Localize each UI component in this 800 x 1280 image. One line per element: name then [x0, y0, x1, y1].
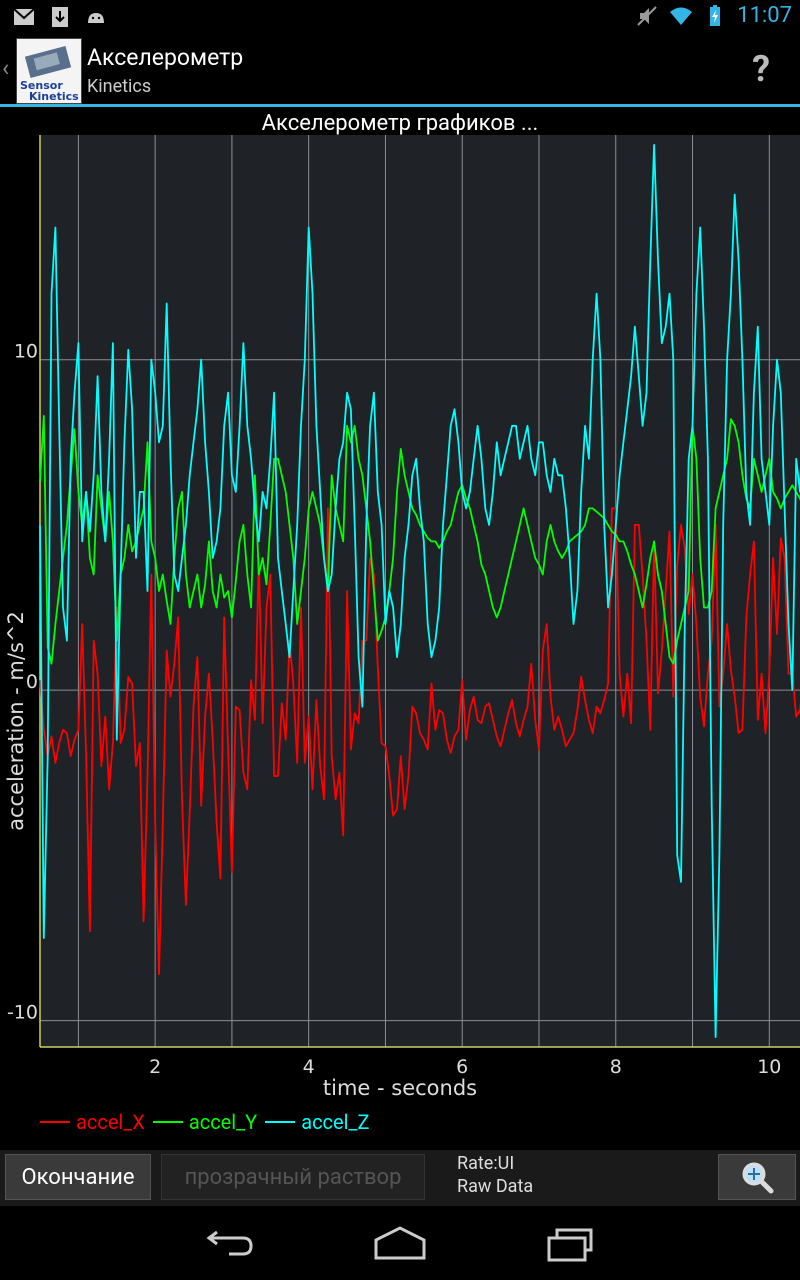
svg-text:Sensor: Sensor: [20, 79, 63, 92]
finish-button[interactable]: Окончание: [5, 1154, 151, 1200]
navigation-bar: [0, 1206, 800, 1280]
back-icon[interactable]: [199, 1224, 259, 1264]
action-bar: ‹ Sensor Kinetics Акселерометр Kinetics …: [0, 34, 800, 104]
clock: 11:07: [737, 3, 792, 28]
x-axis-label: time - seconds: [323, 1076, 477, 1100]
wifi-icon: [670, 7, 693, 25]
chart-area[interactable]: Акселерометр графиков ... 2 4 6 8 10 -10 0 10 ti…: [0, 107, 800, 1147]
app-title: Акселерометр: [87, 44, 244, 71]
x-tick-label: 10: [757, 1056, 781, 1078]
x-tick-label: 4: [303, 1056, 315, 1078]
x-tick-label: 2: [149, 1056, 161, 1078]
chart-legend: accel_X accel_Y accel_Z: [40, 1110, 369, 1134]
mute-icon: [637, 5, 657, 26]
legend-label: accel_X: [76, 1110, 145, 1134]
status-bar: 11:07: [0, 0, 800, 34]
button-bar: Окончание прозрачный раствор Rate:UI Raw…: [0, 1150, 800, 1206]
clear-button[interactable]: прозрачный раствор: [161, 1154, 425, 1200]
app-subtitle: Kinetics: [87, 76, 152, 97]
recents-icon[interactable]: [541, 1224, 601, 1264]
legend-swatch: [265, 1121, 296, 1123]
legend-swatch: [152, 1121, 183, 1123]
y-tick-label: -10: [7, 1002, 38, 1024]
legend-item-accel-x: accel_X: [40, 1110, 145, 1134]
y-axis-label: acceleration - m/s^2: [4, 611, 28, 831]
notification-icons: [12, 5, 108, 29]
plot-background: [40, 135, 800, 1047]
android-icon: [88, 13, 104, 23]
legend-item-accel-z: accel_Z: [265, 1110, 369, 1134]
home-icon[interactable]: [370, 1224, 430, 1264]
chart-title: Акселерометр графиков ...: [261, 111, 539, 136]
accelerometer-chart[interactable]: 2 4 6 8 10 -10 0 10 time - seconds acceleration -…: [0, 107, 800, 1147]
rate-info[interactable]: Rate:UI Raw Data: [457, 1152, 533, 1198]
zoom-icon: [742, 1162, 774, 1194]
y-tick-label: 0: [26, 671, 38, 693]
help-button[interactable]: ?: [752, 48, 770, 90]
legend-item-accel-y: accel_Y: [152, 1110, 258, 1134]
legend-label: accel_Z: [301, 1110, 370, 1134]
x-tick-label: 8: [610, 1056, 622, 1078]
app-logo[interactable]: Sensor Kinetics: [16, 38, 82, 104]
rate-label: Rate:UI: [457, 1153, 515, 1174]
battery-charging-icon: [710, 4, 721, 26]
system-icons: 11:07: [635, 3, 792, 28]
legend-label: accel_Y: [188, 1110, 258, 1134]
up-caret-icon[interactable]: ‹: [2, 54, 10, 82]
download-icon: [52, 7, 68, 27]
data-mode-label: Raw Data: [457, 1176, 534, 1197]
y-tick-label: 10: [14, 341, 38, 363]
x-tick-label: 6: [456, 1056, 468, 1078]
action-bar-divider: [0, 104, 800, 107]
legend-swatch: [40, 1121, 70, 1123]
svg-text:Kinetics: Kinetics: [29, 90, 79, 103]
series-line-accel-x: [39, 507, 800, 976]
series-line-accel-z: [39, 144, 800, 1038]
gmail-icon: [13, 8, 35, 25]
zoom-button[interactable]: [718, 1154, 796, 1200]
